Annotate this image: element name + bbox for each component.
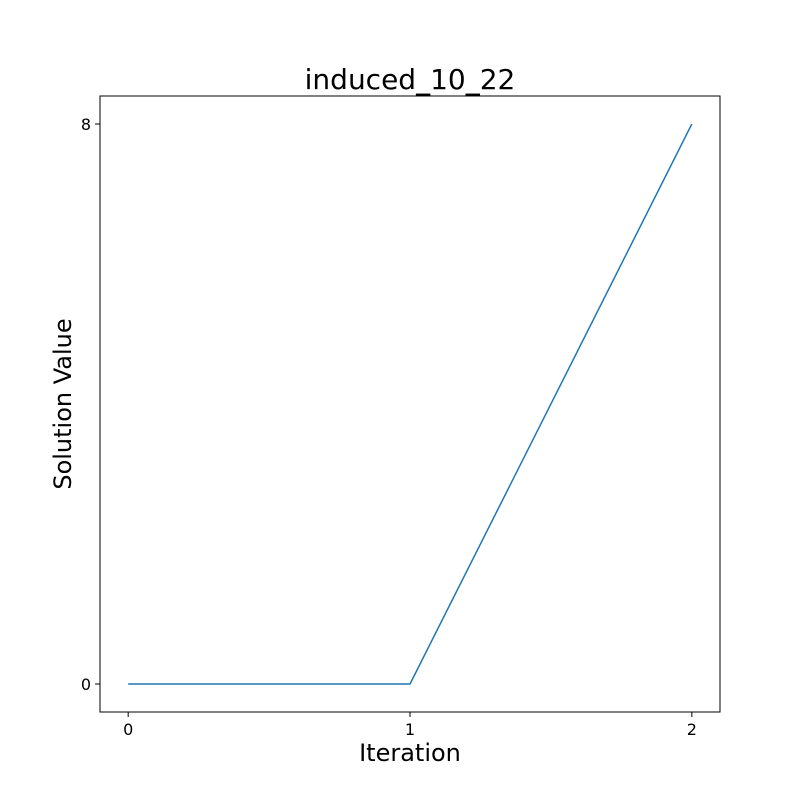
x-tick-label: 0 — [123, 720, 133, 739]
series-line — [128, 123, 693, 685]
x-tick-label: 2 — [687, 720, 697, 739]
x-axis-label: Iteration — [359, 739, 461, 767]
y-tick-label: 0 — [81, 675, 91, 694]
y-tick-label: 8 — [81, 115, 91, 134]
x-tick-label: 1 — [405, 720, 415, 739]
y-axis-label: Solution Value — [49, 318, 77, 489]
plot-area-frame — [99, 95, 721, 713]
y-axis-ticks: 08 — [81, 115, 100, 694]
x-axis-ticks: 0 1 2 — [123, 712, 697, 739]
chart-title: induced_10_22 — [305, 63, 516, 96]
series-layer — [128, 123, 693, 685]
